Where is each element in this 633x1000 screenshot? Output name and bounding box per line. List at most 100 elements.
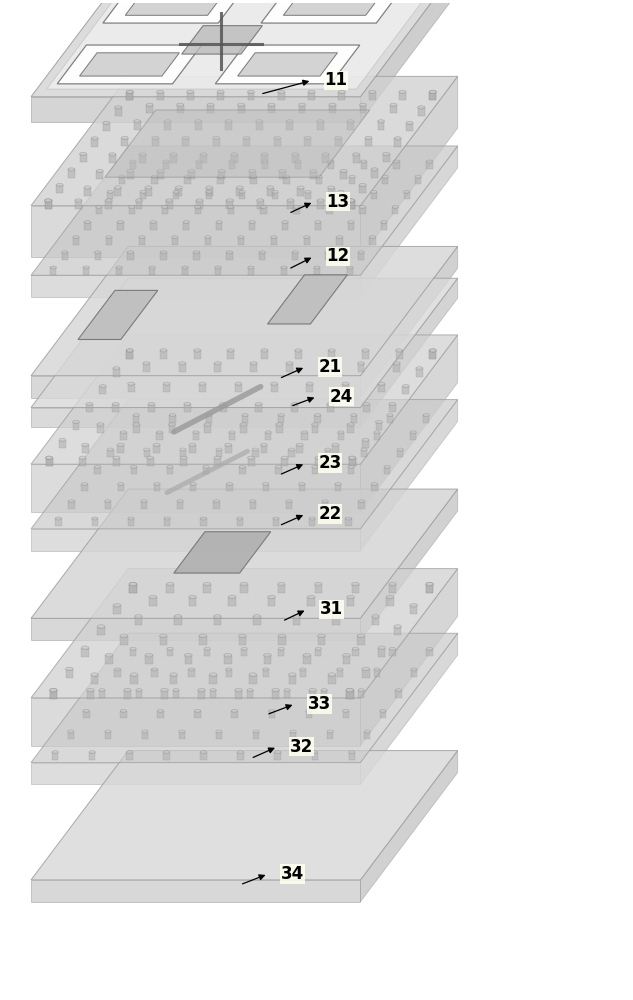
Text: 12: 12 [327,247,349,265]
Ellipse shape [84,709,89,712]
Ellipse shape [115,668,121,671]
Ellipse shape [289,448,295,451]
Ellipse shape [216,730,222,733]
Ellipse shape [180,456,187,459]
Ellipse shape [295,349,301,352]
Bar [82,445,89,453]
Ellipse shape [364,730,370,733]
Ellipse shape [273,136,280,140]
Bar [316,121,323,130]
Ellipse shape [315,456,322,459]
Ellipse shape [136,689,142,692]
Polygon shape [360,0,458,122]
Ellipse shape [306,382,313,385]
Bar [277,584,285,593]
Bar [327,207,332,214]
Ellipse shape [120,634,128,638]
Bar [349,177,355,184]
Bar [257,200,264,209]
Bar [89,752,96,760]
Bar [129,584,137,593]
Bar [133,415,139,423]
Bar [273,138,280,146]
Ellipse shape [163,382,170,385]
Ellipse shape [133,423,140,426]
Text: 31: 31 [320,600,342,618]
Ellipse shape [249,169,256,173]
Bar [389,584,396,593]
Ellipse shape [160,634,167,638]
Bar [346,690,354,699]
Polygon shape [31,376,360,398]
Bar [310,171,316,179]
Bar [82,648,89,657]
Ellipse shape [104,730,111,733]
Bar [278,92,285,100]
Ellipse shape [235,688,242,692]
Bar [240,424,247,433]
Ellipse shape [339,90,346,94]
Bar [239,192,245,199]
Polygon shape [125,0,225,15]
Ellipse shape [206,186,213,189]
Bar [261,350,268,359]
Bar [201,518,206,526]
Ellipse shape [201,517,206,520]
Bar [332,616,340,625]
Text: 21: 21 [318,358,342,376]
Bar [156,92,163,100]
Bar [91,675,98,684]
Ellipse shape [395,689,401,692]
Polygon shape [360,569,458,746]
Ellipse shape [423,414,429,417]
Bar [177,501,184,509]
Ellipse shape [304,236,310,239]
Ellipse shape [328,186,335,189]
Bar [304,138,311,146]
Ellipse shape [183,221,189,224]
Ellipse shape [99,385,106,388]
Bar [113,368,120,377]
Ellipse shape [201,751,206,754]
Ellipse shape [179,362,185,365]
Ellipse shape [210,673,217,676]
Bar [123,690,131,699]
Polygon shape [261,0,406,23]
Ellipse shape [346,688,354,692]
Bar [104,732,111,739]
Ellipse shape [237,751,244,754]
Bar [130,161,136,169]
Ellipse shape [73,420,79,424]
Bar [130,467,137,474]
Bar [426,584,434,593]
Bar [348,200,354,209]
Ellipse shape [281,266,287,269]
Bar [197,690,205,699]
Ellipse shape [127,251,134,254]
Ellipse shape [273,517,279,520]
Bar [345,518,351,526]
Ellipse shape [394,160,399,163]
Ellipse shape [156,90,163,94]
Bar [204,649,210,656]
Ellipse shape [375,420,382,424]
Ellipse shape [130,465,137,468]
Bar [322,154,329,163]
Ellipse shape [188,169,195,173]
Bar [249,501,256,509]
Ellipse shape [348,465,354,468]
Ellipse shape [218,169,225,173]
Ellipse shape [144,448,150,451]
Bar [184,655,192,664]
Bar [375,422,382,430]
Ellipse shape [173,190,179,193]
Ellipse shape [369,90,375,94]
Ellipse shape [242,414,248,417]
Bar [286,363,293,372]
Bar [361,450,367,457]
Ellipse shape [348,423,354,426]
Polygon shape [31,335,458,464]
Ellipse shape [192,431,199,434]
Bar [248,92,254,100]
Bar [329,105,336,113]
